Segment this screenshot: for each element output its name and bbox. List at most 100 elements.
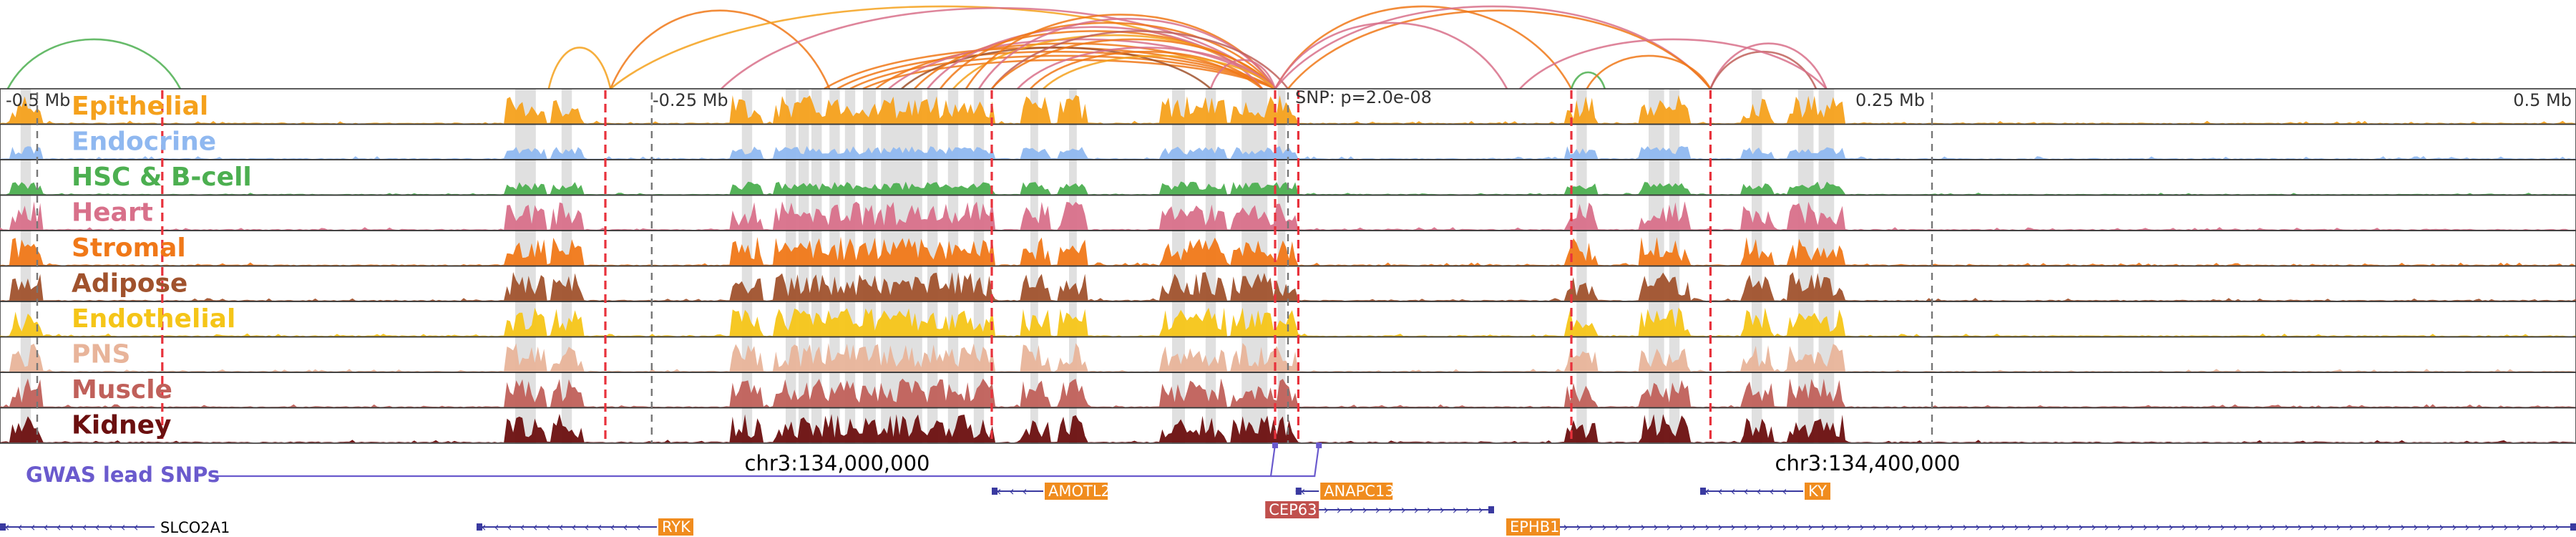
track-label: Heart bbox=[72, 198, 153, 228]
signal-area bbox=[0, 307, 2576, 337]
track-label: Adipose bbox=[72, 269, 187, 299]
strand-arrow: › bbox=[2258, 520, 2263, 535]
strand-arrow: › bbox=[1640, 520, 1645, 535]
strand-arrow: › bbox=[2413, 520, 2418, 535]
strand-arrow: › bbox=[2194, 520, 2199, 535]
strand-arrow: ‹ bbox=[1717, 484, 1722, 499]
loop-arc bbox=[990, 30, 1289, 90]
loop-arc bbox=[991, 38, 1276, 90]
gene-exon bbox=[2570, 523, 2576, 531]
coordinate-label: chr3:134,400,000 bbox=[1775, 451, 1961, 475]
strand-arrow: › bbox=[2310, 520, 2315, 535]
loop-arc bbox=[721, 6, 1276, 90]
gwas-leader-line bbox=[1271, 444, 1320, 478]
strand-arrow: › bbox=[1885, 520, 1890, 535]
track-label: Kidney bbox=[72, 411, 172, 440]
loop-arc bbox=[610, 9, 831, 90]
strand-arrow: › bbox=[1704, 520, 1709, 535]
strand-arrow: › bbox=[2542, 520, 2547, 535]
strand-arrow: › bbox=[2181, 520, 2186, 535]
strand-arrow: › bbox=[1730, 520, 1735, 535]
strand-arrow: ‹ bbox=[94, 520, 99, 535]
track-label: Endothelial bbox=[72, 304, 235, 334]
strand-arrow: › bbox=[1601, 520, 1606, 535]
strand-arrow: ‹ bbox=[481, 520, 486, 535]
strand-arrow: › bbox=[1962, 520, 1967, 535]
strand-arrow: › bbox=[2207, 520, 2212, 535]
loop-arc bbox=[901, 47, 1211, 90]
loop-arc bbox=[1209, 59, 1277, 90]
strand-arrow: › bbox=[2516, 520, 2521, 535]
strand-arrow: › bbox=[2078, 520, 2083, 535]
gwas-snp-mark bbox=[1272, 442, 1278, 448]
axis-tick-label: 0.5 Mb bbox=[2513, 90, 2572, 110]
strand-arrow: ‹ bbox=[532, 520, 537, 535]
marker-lines bbox=[161, 90, 1712, 443]
strand-arrow: › bbox=[2155, 520, 2160, 535]
chromatin-loops bbox=[6, 5, 1828, 90]
strand-arrow: › bbox=[1465, 503, 1470, 518]
gene-label: AMOTL2 bbox=[1048, 483, 1111, 500]
gene-label-box bbox=[658, 518, 693, 536]
strand-arrow: › bbox=[2001, 520, 2006, 535]
strand-arrow: › bbox=[1614, 520, 1619, 535]
strand-arrow: ‹ bbox=[623, 520, 628, 535]
signal-area bbox=[0, 272, 2576, 301]
loop-arc bbox=[862, 59, 1276, 90]
track-label: Epithelial bbox=[72, 92, 208, 121]
strand-arrow: ‹ bbox=[1300, 484, 1305, 499]
strand-arrow: › bbox=[2039, 520, 2044, 535]
gwas-lead-snps: GWAS lead SNPs bbox=[26, 442, 1322, 487]
gene-exon bbox=[1700, 488, 1706, 495]
axis-reference-lines bbox=[36, 92, 1933, 443]
strand-arrow: ‹ bbox=[494, 520, 499, 535]
strand-arrow: ‹ bbox=[107, 520, 112, 535]
strand-arrow: ‹ bbox=[1769, 484, 1774, 499]
strand-arrow: › bbox=[1679, 520, 1684, 535]
strand-arrow: › bbox=[1975, 520, 1980, 535]
axis-tick-label: -0.25 Mb bbox=[653, 90, 728, 110]
loop-arc bbox=[1274, 21, 1508, 90]
strand-arrow: › bbox=[1743, 520, 1748, 535]
strand-arrow: › bbox=[1911, 520, 1916, 535]
strand-arrow: › bbox=[1833, 520, 1838, 535]
track-label: HSC & B-cell bbox=[72, 163, 252, 192]
strand-arrow: › bbox=[1859, 520, 1864, 535]
gene-label: KY bbox=[1808, 483, 1827, 500]
track-label: PNS bbox=[72, 340, 130, 369]
strand-arrow: › bbox=[2477, 520, 2482, 535]
axis-labels: SNP: p=2.0e-08 -0.5 Mb -0.25 Mb 0.25 Mb 0.5… bbox=[6, 87, 2572, 110]
gene-label-box bbox=[1265, 501, 1319, 518]
strand-arrow: ‹ bbox=[507, 520, 512, 535]
strand-arrow: › bbox=[2052, 520, 2057, 535]
strand-arrow: › bbox=[1820, 520, 1825, 535]
gene-exon bbox=[1295, 488, 1302, 495]
strand-arrow: ‹ bbox=[597, 520, 602, 535]
strand-arrow: › bbox=[2336, 520, 2341, 535]
loop-arc bbox=[6, 38, 182, 90]
strand-arrow: ‹ bbox=[558, 520, 563, 535]
loop-arc bbox=[547, 47, 612, 90]
gwas-label: GWAS lead SNPs bbox=[26, 463, 220, 487]
loop-arc bbox=[888, 38, 1276, 90]
strand-arrow: › bbox=[1769, 520, 1774, 535]
strand-arrow: › bbox=[2284, 520, 2289, 535]
strand-arrow: › bbox=[2271, 520, 2276, 535]
strand-arrow: › bbox=[2490, 520, 2495, 535]
strand-arrow: › bbox=[1427, 503, 1432, 518]
strand-arrow: › bbox=[2091, 520, 2096, 535]
strand-arrow: ‹ bbox=[120, 520, 125, 535]
strand-arrow: ‹ bbox=[1730, 484, 1735, 499]
gene-label: SLCO2A1 bbox=[160, 519, 230, 536]
strand-arrow: › bbox=[2348, 520, 2353, 535]
strand-arrow: ‹ bbox=[571, 520, 576, 535]
strand-arrow: › bbox=[2400, 520, 2405, 535]
chromosome-coordinates: chr3:134,000,000 chr3:134,400,000 bbox=[745, 451, 1961, 475]
loop-arc bbox=[1709, 42, 1828, 90]
strand-arrow: › bbox=[2361, 520, 2366, 535]
strand-arrow: ‹ bbox=[1756, 484, 1761, 499]
strand-arrow: › bbox=[1949, 520, 1954, 535]
strand-arrow: › bbox=[1988, 520, 1993, 535]
strand-arrow: › bbox=[2451, 520, 2457, 535]
strand-arrow: › bbox=[2104, 520, 2109, 535]
